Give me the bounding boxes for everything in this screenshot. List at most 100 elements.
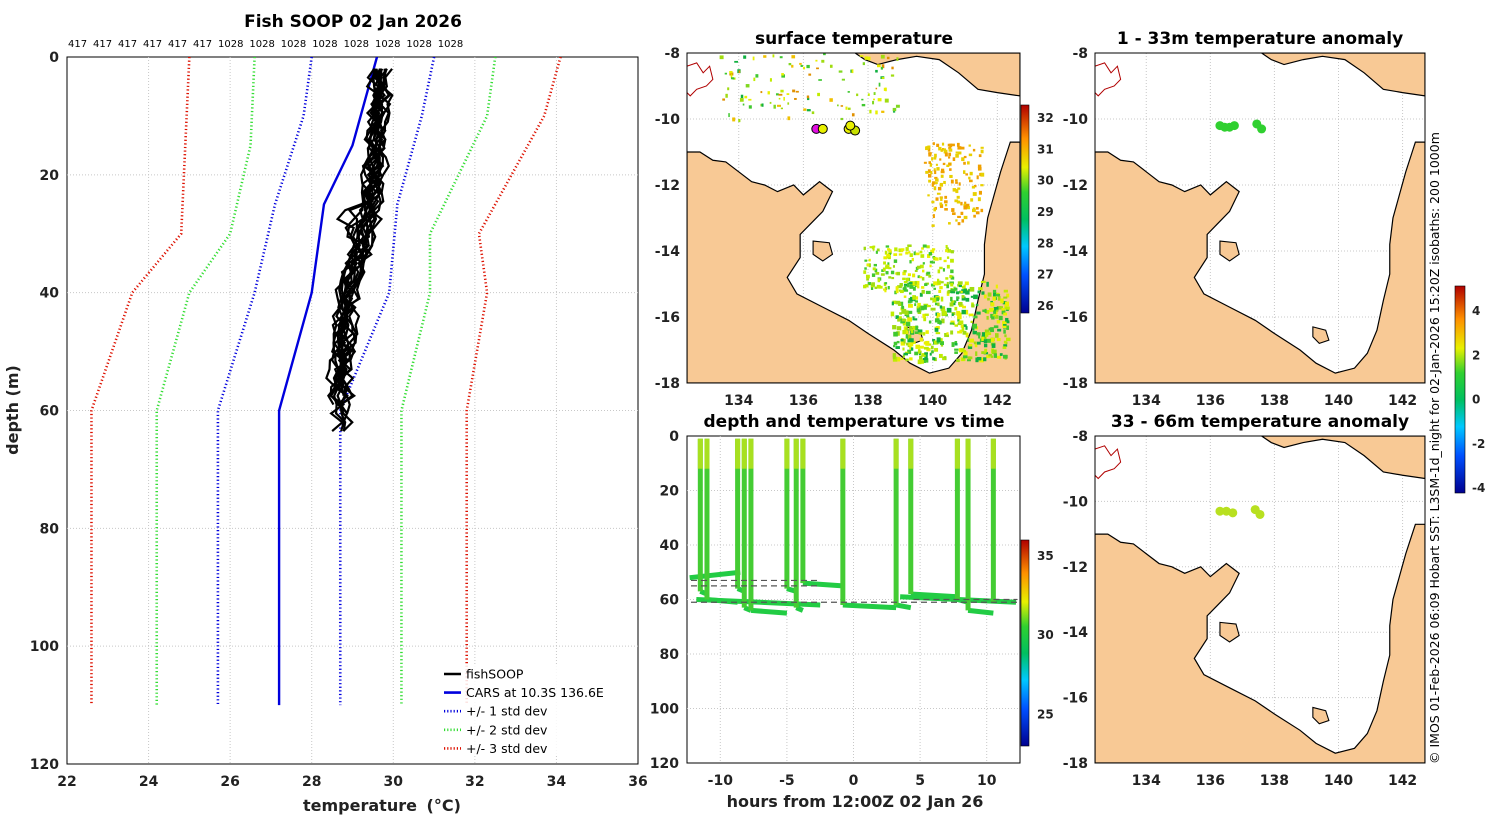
map-lat-label: -12 [1063, 178, 1088, 194]
sst-pixel [884, 250, 888, 255]
sst-pixel [907, 317, 912, 322]
sst-pixel [970, 320, 973, 323]
sst-pixel [907, 273, 912, 277]
sst-pixel [957, 313, 962, 316]
sst-pixel [909, 292, 912, 295]
sst-pixel [935, 178, 939, 182]
sst-pixel [914, 331, 919, 334]
sst-pixel [956, 358, 960, 363]
sst-pixel [955, 153, 959, 158]
sst-pixel [916, 307, 921, 313]
sst-pixel [931, 224, 935, 227]
sst-pixel [928, 320, 932, 324]
sst-pixel [891, 66, 894, 70]
sst-pixel [896, 331, 900, 336]
sst-pixel [936, 326, 940, 330]
profile-ytick-label: 20 [40, 168, 60, 184]
profile-xtick-label: 30 [384, 774, 404, 790]
sst-pixel [943, 356, 947, 359]
sst-pixel [961, 295, 965, 299]
map-lon-label: 138 [1260, 393, 1289, 409]
sst-pixel [943, 149, 948, 154]
sst-pixel [910, 347, 914, 351]
sst-pixel [957, 187, 961, 190]
sst-pixel [932, 248, 936, 251]
profile-top-label: 1028 [312, 39, 337, 50]
map-lat-label: -12 [655, 178, 680, 194]
sst-pixel [940, 170, 945, 174]
sst-pixel [875, 271, 880, 275]
sst-pixel [939, 257, 942, 261]
sst-pixel [997, 296, 1001, 301]
sst-pixel [936, 278, 940, 283]
sst-pixel [933, 168, 936, 172]
sst-pixel [983, 294, 987, 299]
sst-pixel [1001, 308, 1005, 311]
sst-pixel [910, 296, 914, 302]
sst-pixel [994, 315, 999, 319]
sst-pixel [924, 313, 929, 316]
sst-pixel [946, 164, 950, 168]
sst-pixel [963, 155, 967, 159]
sst-pixel [965, 309, 969, 315]
sst-pixel [993, 353, 998, 358]
sst-pixel [965, 332, 969, 338]
sst-pixel [936, 192, 941, 195]
profile-lines [90, 57, 562, 706]
anomaly-marker [1215, 506, 1225, 516]
sst-title: surface temperature [755, 29, 953, 49]
sst-pixel [970, 198, 974, 202]
timeseries-bottom-segment [967, 607, 994, 616]
sst-pixel [877, 278, 881, 283]
sst-pixel [881, 76, 885, 80]
sst-pixel [934, 318, 940, 323]
sst-pixel [884, 98, 889, 103]
sst-pixel [780, 107, 784, 110]
sst-pixel [946, 332, 949, 335]
sst-pixel [883, 256, 888, 260]
land-mass [1095, 141, 1425, 383]
anomaly-colorbar-ticks: -4 -2 0 2 4 [1472, 304, 1485, 495]
sst-pixel [963, 288, 968, 292]
sst-pixel [953, 302, 956, 306]
profile-top-label: 417 [193, 39, 212, 50]
sst-pixel [871, 282, 875, 287]
timeseries-ytick-label: 80 [660, 647, 680, 663]
sst-colorbar-label: 29 [1037, 205, 1054, 219]
sst-pixel [973, 214, 976, 218]
sst-pixel [930, 297, 934, 301]
sst-pixel [950, 179, 954, 184]
sst-pixel [975, 211, 980, 215]
sst-pixel [893, 253, 898, 256]
profile-top-label: 1028 [406, 39, 431, 50]
sst-pixel [949, 274, 952, 279]
sst-pixel [951, 208, 955, 212]
sst-pixel [891, 276, 895, 280]
sst-pixel [867, 282, 872, 286]
sst-pixel [905, 247, 909, 251]
sst-pixel [902, 354, 905, 358]
profile-top-label: 1028 [218, 39, 243, 50]
sst-pixel [892, 356, 898, 362]
sst-pixel [929, 163, 933, 167]
sst-pixel [936, 297, 940, 302]
sst-pixel [973, 184, 977, 188]
sst-pixel [880, 66, 883, 70]
timeseries-bottom-segment [895, 602, 912, 611]
sst-pixel [965, 290, 970, 295]
map-lat-label: -16 [1063, 691, 1088, 707]
sst-pixel [939, 305, 943, 309]
map-lon-label: 136 [789, 393, 818, 409]
profile-ytick-label: 80 [40, 521, 60, 537]
sst-pixel [912, 295, 916, 300]
sst-pixel [930, 345, 934, 350]
sst-pixel [924, 352, 929, 355]
sst-pixel [895, 300, 901, 305]
sst-pixel [917, 359, 922, 365]
sst-pixel [957, 222, 961, 226]
sst-pixel [905, 327, 908, 330]
sst-pixel [778, 93, 783, 96]
sst-pixel [947, 143, 952, 147]
sst-pixel [969, 338, 975, 343]
sst-pixel [960, 324, 964, 328]
